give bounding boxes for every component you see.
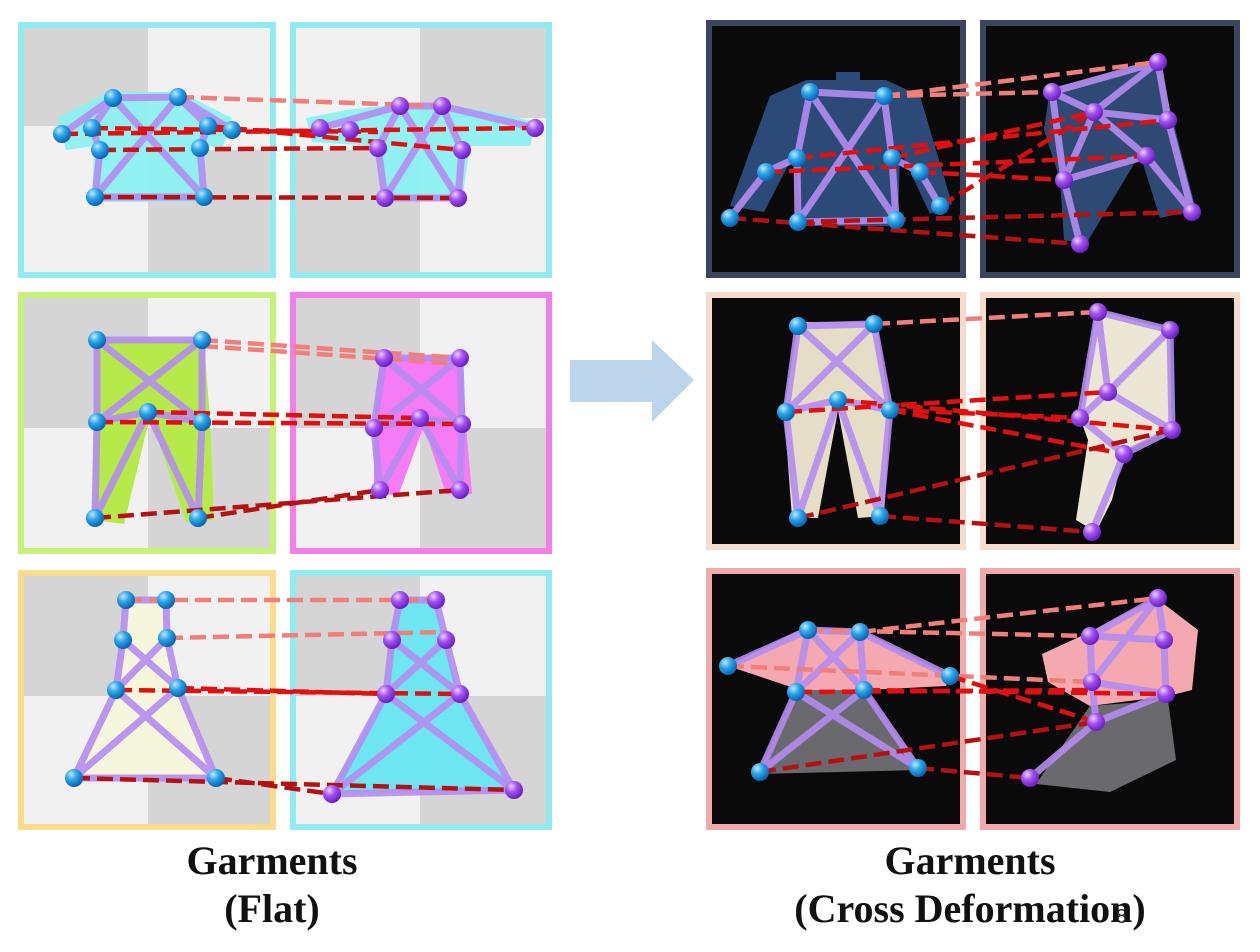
dress-shape xyxy=(330,600,516,794)
panel-deform-pants-b xyxy=(980,292,1240,550)
panel-deform-dress-a xyxy=(706,568,966,830)
right-arrow-icon xyxy=(570,340,694,422)
caption-flat-line1: Garments xyxy=(186,838,358,883)
caption-deform-line2: (Cross Deformation) xyxy=(794,886,1146,931)
dress-skirt-shape xyxy=(1036,700,1176,792)
pants-shape xyxy=(1076,310,1172,532)
match-lines xyxy=(61,59,1193,797)
panel-flat-pants-a xyxy=(18,292,276,554)
panel-flat-dress-a xyxy=(18,570,276,830)
panel-deform-jacket-b xyxy=(980,20,1240,278)
keypoints xyxy=(53,53,1201,803)
panel-flat-shirt-b xyxy=(290,22,552,278)
page-number: 8 xyxy=(1116,906,1128,928)
caption-flat-line2: (Flat) xyxy=(224,886,320,931)
pants-shape xyxy=(92,340,214,524)
panel-deform-pants-a xyxy=(706,292,966,550)
caption-deform-line1: Garments xyxy=(884,838,1056,883)
